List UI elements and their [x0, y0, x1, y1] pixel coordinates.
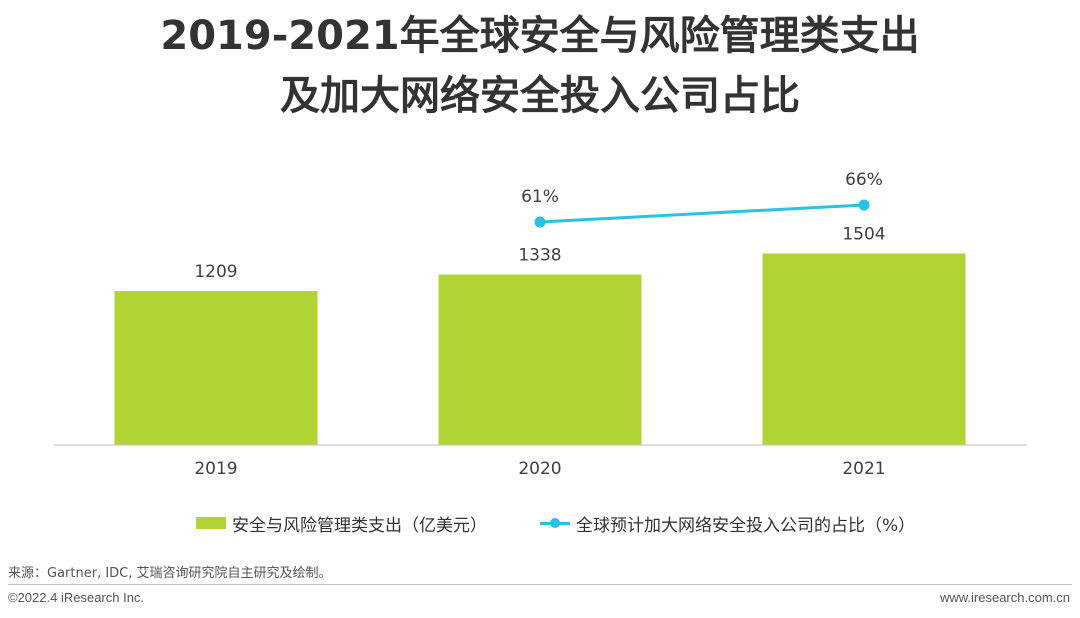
legend-label-share: 全球预计加大网络安全投入公司的占比（%） [576, 515, 916, 536]
x-tick-label-2021: 2021 [842, 459, 885, 479]
bar-value-label-2021: 1504 [842, 224, 885, 244]
footer-divider [8, 584, 1072, 585]
share-point-2020 [534, 216, 546, 228]
bar-value-label-2020: 1338 [518, 246, 561, 266]
copyright-text: ©2022.4 iResearch Inc. [8, 590, 145, 605]
legend-item-bar-series: 安全与风险管理类支出（亿美元） [196, 508, 487, 538]
legend-item-line-series: 全球预计加大网络安全投入公司的占比（%） [540, 508, 915, 538]
bar-value-label-2019: 1209 [194, 262, 237, 282]
legend-label-spending: 安全与风险管理类支出（亿美元） [232, 515, 487, 536]
x-tick-label-2020: 2020 [518, 459, 561, 479]
share-value-label-2021: 66% [845, 170, 883, 190]
bar-2019 [114, 291, 318, 445]
x-tick-label-2019: 2019 [194, 459, 237, 479]
legend-bar-swatch [196, 517, 226, 529]
legend-line-swatch [540, 517, 570, 529]
bar-2021 [762, 253, 966, 445]
share-point-2021 [858, 199, 870, 211]
share-value-label-2020: 61% [521, 187, 559, 207]
bar-2020 [438, 274, 642, 445]
chart-title-line-1: 2019-2021年全球安全与风险管理类支出 [160, 13, 920, 59]
chart-title-line-2: 及加大网络安全投入公司占比 [280, 73, 800, 119]
website-link[interactable]: www.iresearch.com.cn [939, 590, 1070, 605]
share-line [539, 203, 865, 224]
source-note: 来源：Gartner, IDC, 艾瑞咨询研究院自主研究及绘制。 [8, 566, 332, 581]
